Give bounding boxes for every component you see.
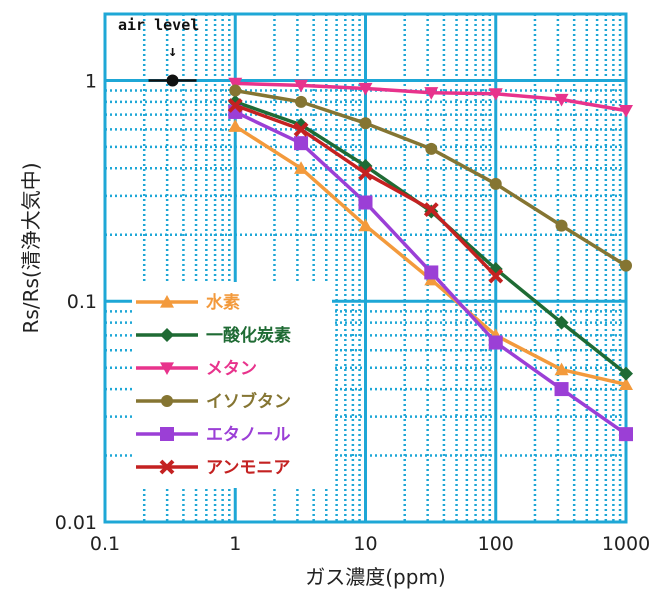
data-point-stroke [358, 165, 373, 181]
air-level-arrow: ↓ [168, 42, 177, 60]
data-point [423, 202, 439, 218]
legend-label: イソブタン [206, 391, 291, 412]
data-point [425, 142, 438, 155]
data-point [619, 377, 633, 391]
legend-label: アンモニア [206, 458, 290, 478]
data-point [295, 95, 308, 108]
legend-box [132, 282, 332, 488]
legend-item: 一酸化炭素 [136, 325, 291, 346]
data-point [160, 295, 174, 308]
data-point [293, 122, 309, 137]
data-point [620, 259, 632, 272]
series-6 [227, 98, 504, 284]
data-point [424, 265, 439, 280]
legend-item: エタノール [136, 425, 291, 445]
data-point [488, 335, 503, 350]
data-point-stroke [227, 98, 243, 113]
data-point [160, 362, 174, 375]
data-point-stroke [159, 459, 175, 475]
y-tick-labels: 0.01 0.1 1 [55, 70, 97, 534]
x-tick-label: 1000 [602, 533, 649, 555]
x-tick-labels: 0.1 1 10 100 1000 [90, 533, 649, 555]
legend-item: 水素 [136, 292, 240, 313]
legend-label: エタノール [206, 425, 291, 445]
data-point-stroke [423, 202, 439, 218]
data-point [227, 98, 243, 113]
data-point [489, 177, 502, 190]
data-point [358, 195, 373, 210]
data-point [554, 315, 569, 330]
data-point [619, 366, 633, 381]
data-point [358, 218, 373, 232]
legend-label: メタン [206, 359, 257, 379]
data-point [554, 93, 569, 107]
air-level-annotation: air level ↓ [118, 16, 199, 87]
series-3 [228, 77, 633, 118]
data-point [160, 427, 174, 441]
legend-item: アンモニア [136, 458, 290, 478]
series-1 [228, 119, 633, 391]
data-point [554, 362, 569, 376]
y-tick-label: 0.01 [55, 512, 97, 534]
x-tick-label: 100 [478, 533, 514, 555]
data-point [358, 165, 373, 181]
data-point [619, 105, 633, 118]
data-point [359, 117, 372, 130]
data-point [228, 119, 243, 132]
y-axis-title: Rs/Rs(清浄大気中) [19, 163, 43, 334]
data-point-stroke [293, 122, 309, 137]
legend-item: イソブタン [136, 391, 291, 412]
data-point [358, 82, 373, 96]
series-4 [229, 84, 632, 272]
data-point [294, 136, 309, 151]
x-tick-label: 10 [353, 533, 377, 555]
data-point [294, 161, 309, 174]
y-tick-label: 1 [85, 70, 97, 92]
data-point [554, 382, 569, 397]
y-tick-label: 0.1 [67, 291, 97, 313]
x-tick-label: 0.1 [90, 533, 120, 555]
data-point [161, 395, 173, 407]
data-point [555, 219, 568, 232]
data-point [488, 88, 503, 101]
series-layer [227, 77, 633, 442]
x-axis-title: ガス濃度(ppm) [305, 565, 445, 589]
air-level-marker [166, 74, 179, 87]
legend-label: 一酸化炭素 [206, 325, 291, 346]
data-point [159, 459, 175, 475]
data-point [488, 268, 504, 284]
air-level-label: air level [118, 16, 199, 34]
x-tick-label: 1 [229, 533, 241, 555]
data-point [160, 328, 174, 342]
legend-item: メタン [136, 359, 257, 379]
legend-label: 水素 [206, 292, 240, 313]
data-point [228, 77, 243, 91]
data-point [294, 79, 309, 93]
data-point [619, 427, 633, 442]
data-point-stroke [488, 268, 504, 284]
data-point [424, 87, 439, 100]
data-point [229, 84, 242, 97]
